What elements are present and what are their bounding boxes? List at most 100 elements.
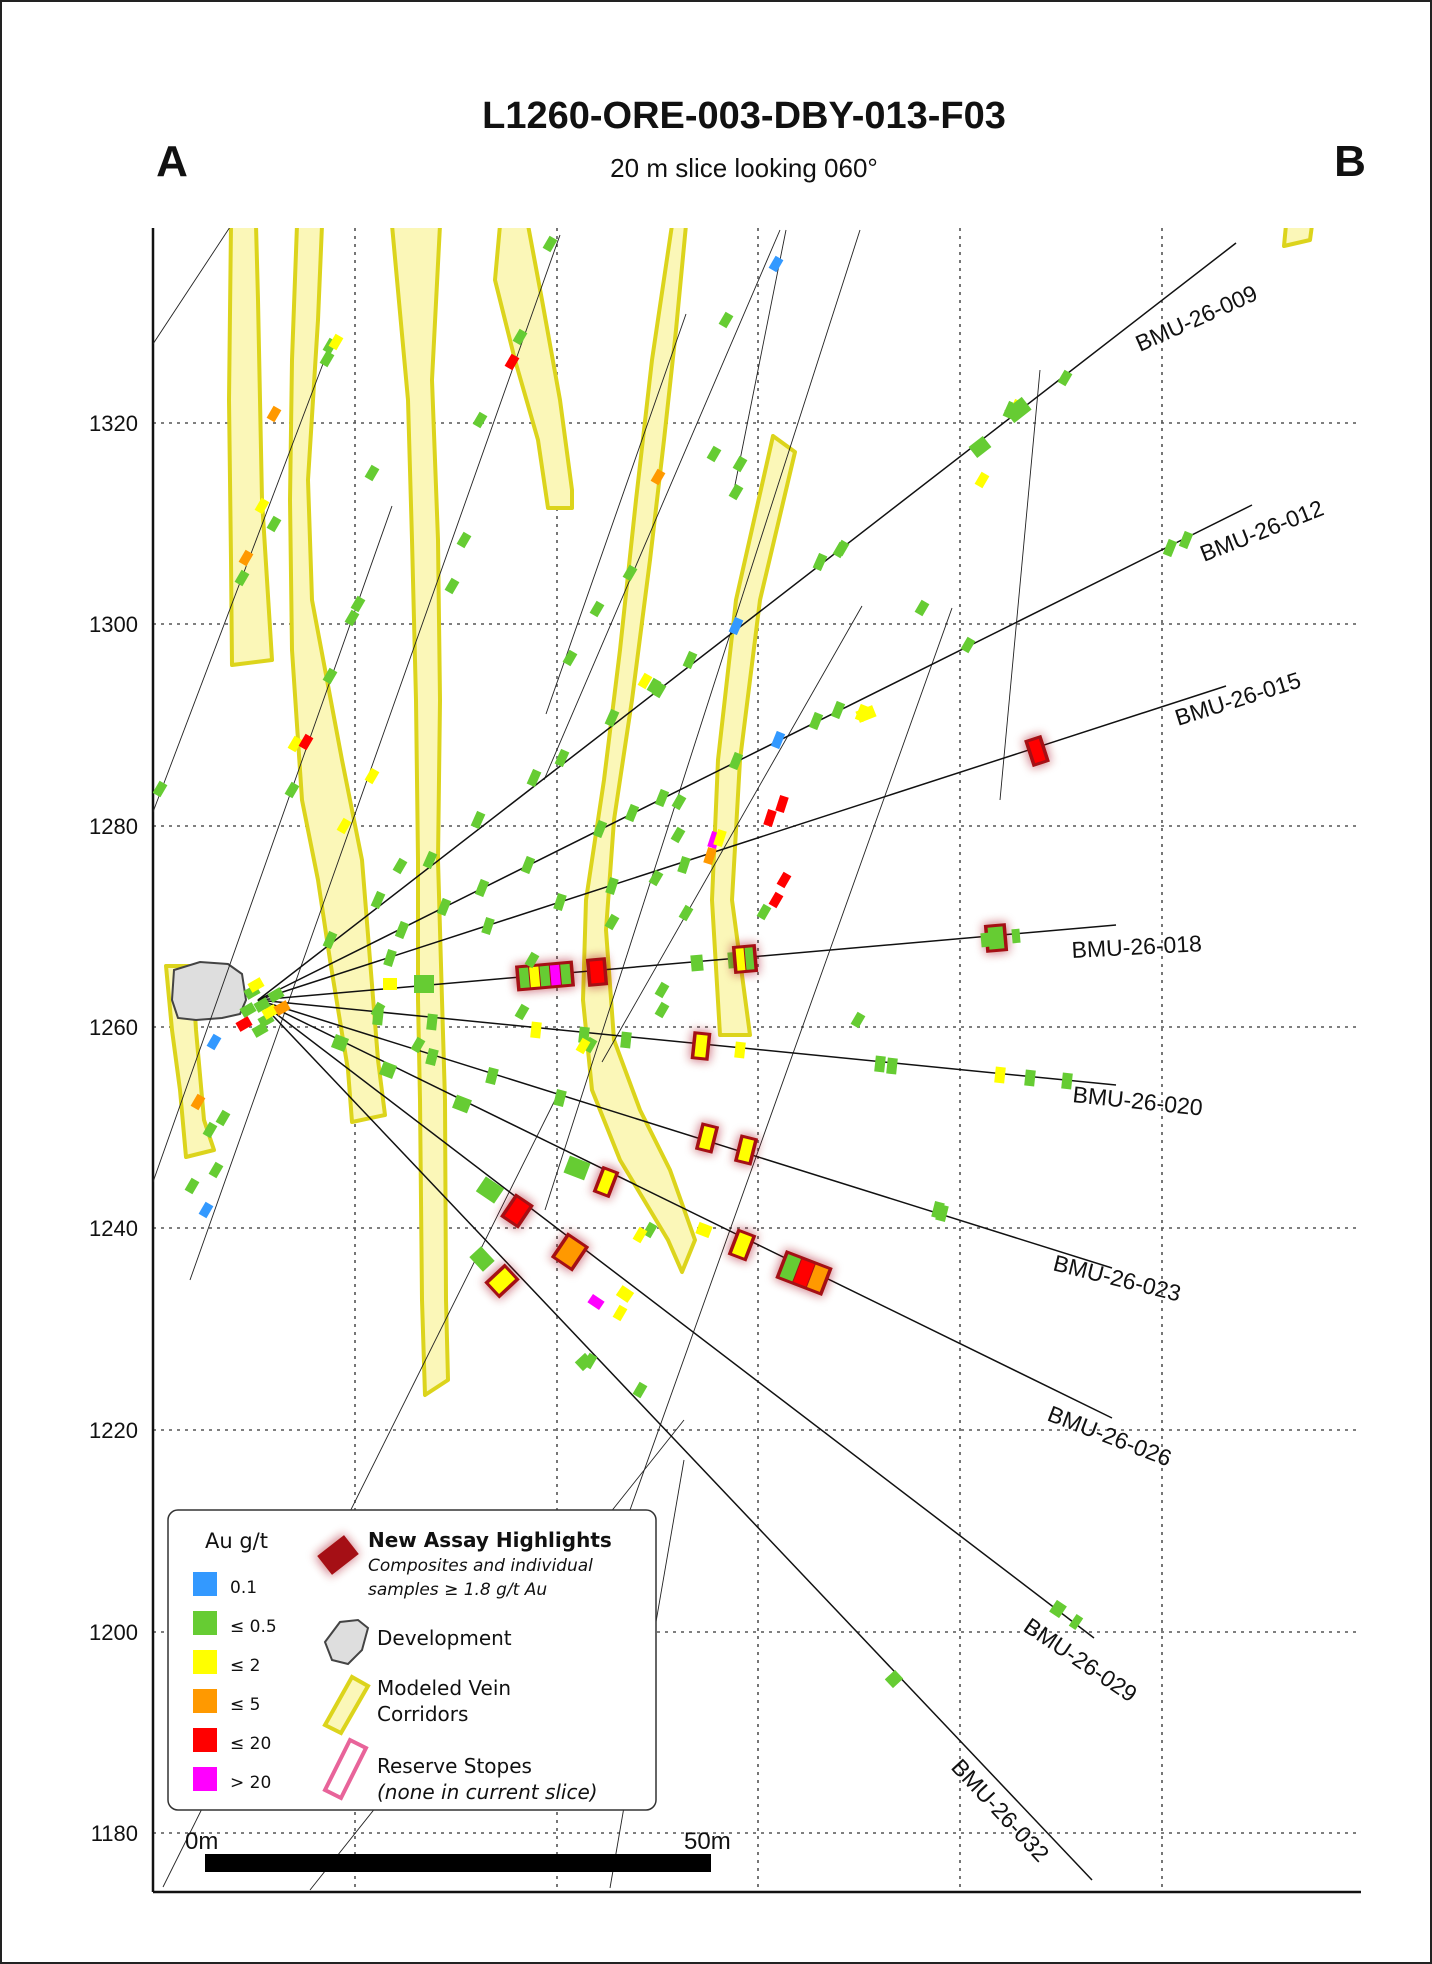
highlight-segment [694,1034,708,1058]
highlight-segment [735,948,746,971]
section-end-a: A [156,137,188,186]
assay-interval [475,1176,505,1204]
assay-interval [1162,538,1178,558]
assay-interval [670,826,686,844]
assay-interval [208,1161,224,1179]
drill-trace-thin [999,369,1041,801]
vein-corridor [581,228,697,1274]
assay-interval [874,1055,886,1073]
assay-interval [266,515,282,533]
assay-interval [632,1381,648,1399]
assay-interval [206,1033,222,1051]
assay-interval [202,1121,218,1139]
assay-interval [364,767,380,785]
assay-interval [578,1026,590,1044]
legend-vein-label: Corridors [377,1702,468,1726]
assay-interval [253,997,271,1013]
assay-interval [470,810,486,830]
assay-interval [575,1037,591,1055]
assay-interval [1068,1613,1084,1631]
legend-box [167,1509,657,1811]
highlight-segment [793,1259,815,1287]
assay-interval [322,667,338,685]
legend-stope-icon [322,1737,369,1801]
assay-interval [604,913,620,931]
highlight-segment [744,947,755,970]
assay-interval [273,1000,291,1016]
assay-interval [604,708,620,728]
scale-bar-end: 50m [684,1828,731,1855]
assay-interval [632,1226,648,1244]
drillhole-label: BMU-26-029 [1019,1613,1142,1707]
assay-interval [695,1221,713,1239]
assay-interval [266,405,282,423]
assay-interval [728,751,744,771]
legend-development-icon [323,1618,370,1666]
assay-interval [768,255,784,273]
elevation-tick: 1320 [89,411,138,436]
highlight-segment [589,960,605,984]
vein-corridor [493,228,574,510]
assay-interval [605,877,619,895]
legend-grade-label: 0.1 [230,1578,257,1598]
assay-interval [410,1036,426,1054]
assay-interval [512,328,528,346]
assay-interval [832,541,848,559]
vein-corridor [227,228,274,667]
drillhole-label: BMU-26-020 [1071,1081,1203,1120]
highlight-segment [488,1268,516,1294]
assay-interval [562,649,578,667]
assay-interval [654,788,670,808]
assay-interval [1178,530,1194,550]
assay-interval [267,987,285,1003]
assay-interval [524,951,540,969]
assay-interval [812,552,828,572]
assay-interval [1049,1599,1067,1619]
assay-interval [994,1066,1006,1084]
assay-interval [328,333,344,351]
highlight-segment [699,1125,715,1151]
assay-interval [563,1155,591,1181]
legend-grade-label: ≤ 0.5 [230,1617,277,1637]
legend-grade-label: > 20 [230,1773,271,1793]
assay-interval [884,1669,904,1689]
assay-interval [1061,1072,1073,1090]
assay-interval [703,847,717,865]
assay-interval [485,1067,499,1085]
assay-interval [768,891,784,909]
drill-trace-thin [601,605,863,1063]
assay-interval [520,855,536,875]
assay-interval [592,819,608,839]
assay-interval [542,235,558,253]
assay-interval [198,1201,214,1219]
assay-interval [690,954,704,972]
assay-interval [1011,928,1021,944]
assay-interval [383,949,397,967]
assay-interval [808,711,824,731]
drillhole-label: BMU-26-009 [1131,280,1261,357]
plot-area [153,228,1314,1891]
legend-swatch-20 [193,1728,217,1752]
assay-interval [980,932,990,948]
legend-swatch-0.1 [193,1572,217,1596]
drillhole-trace-018 [257,924,1117,1001]
assay-interval [1004,396,1032,424]
drillhole-label: BMU-26-015 [1172,667,1304,731]
assay-interval [1057,369,1073,387]
assay-interval [855,705,877,723]
assay-interval [472,411,488,429]
drill-trace-thin [733,229,787,491]
assay-interval [284,781,300,799]
figure-title: L1260-ORE-003-DBY-013-F03 [482,95,1006,137]
assay-interval [624,803,640,823]
assay-interval [444,577,460,595]
assay-interval [642,1221,658,1239]
assay-interval [914,599,930,617]
other-drill-traces [153,228,1041,1891]
figure-subtitle: 20 m slice looking 060° [610,153,878,183]
elevation-tick: 1240 [89,1216,138,1241]
assay-interval [706,445,722,463]
assay-interval [770,730,786,750]
assay-interval [350,595,366,613]
